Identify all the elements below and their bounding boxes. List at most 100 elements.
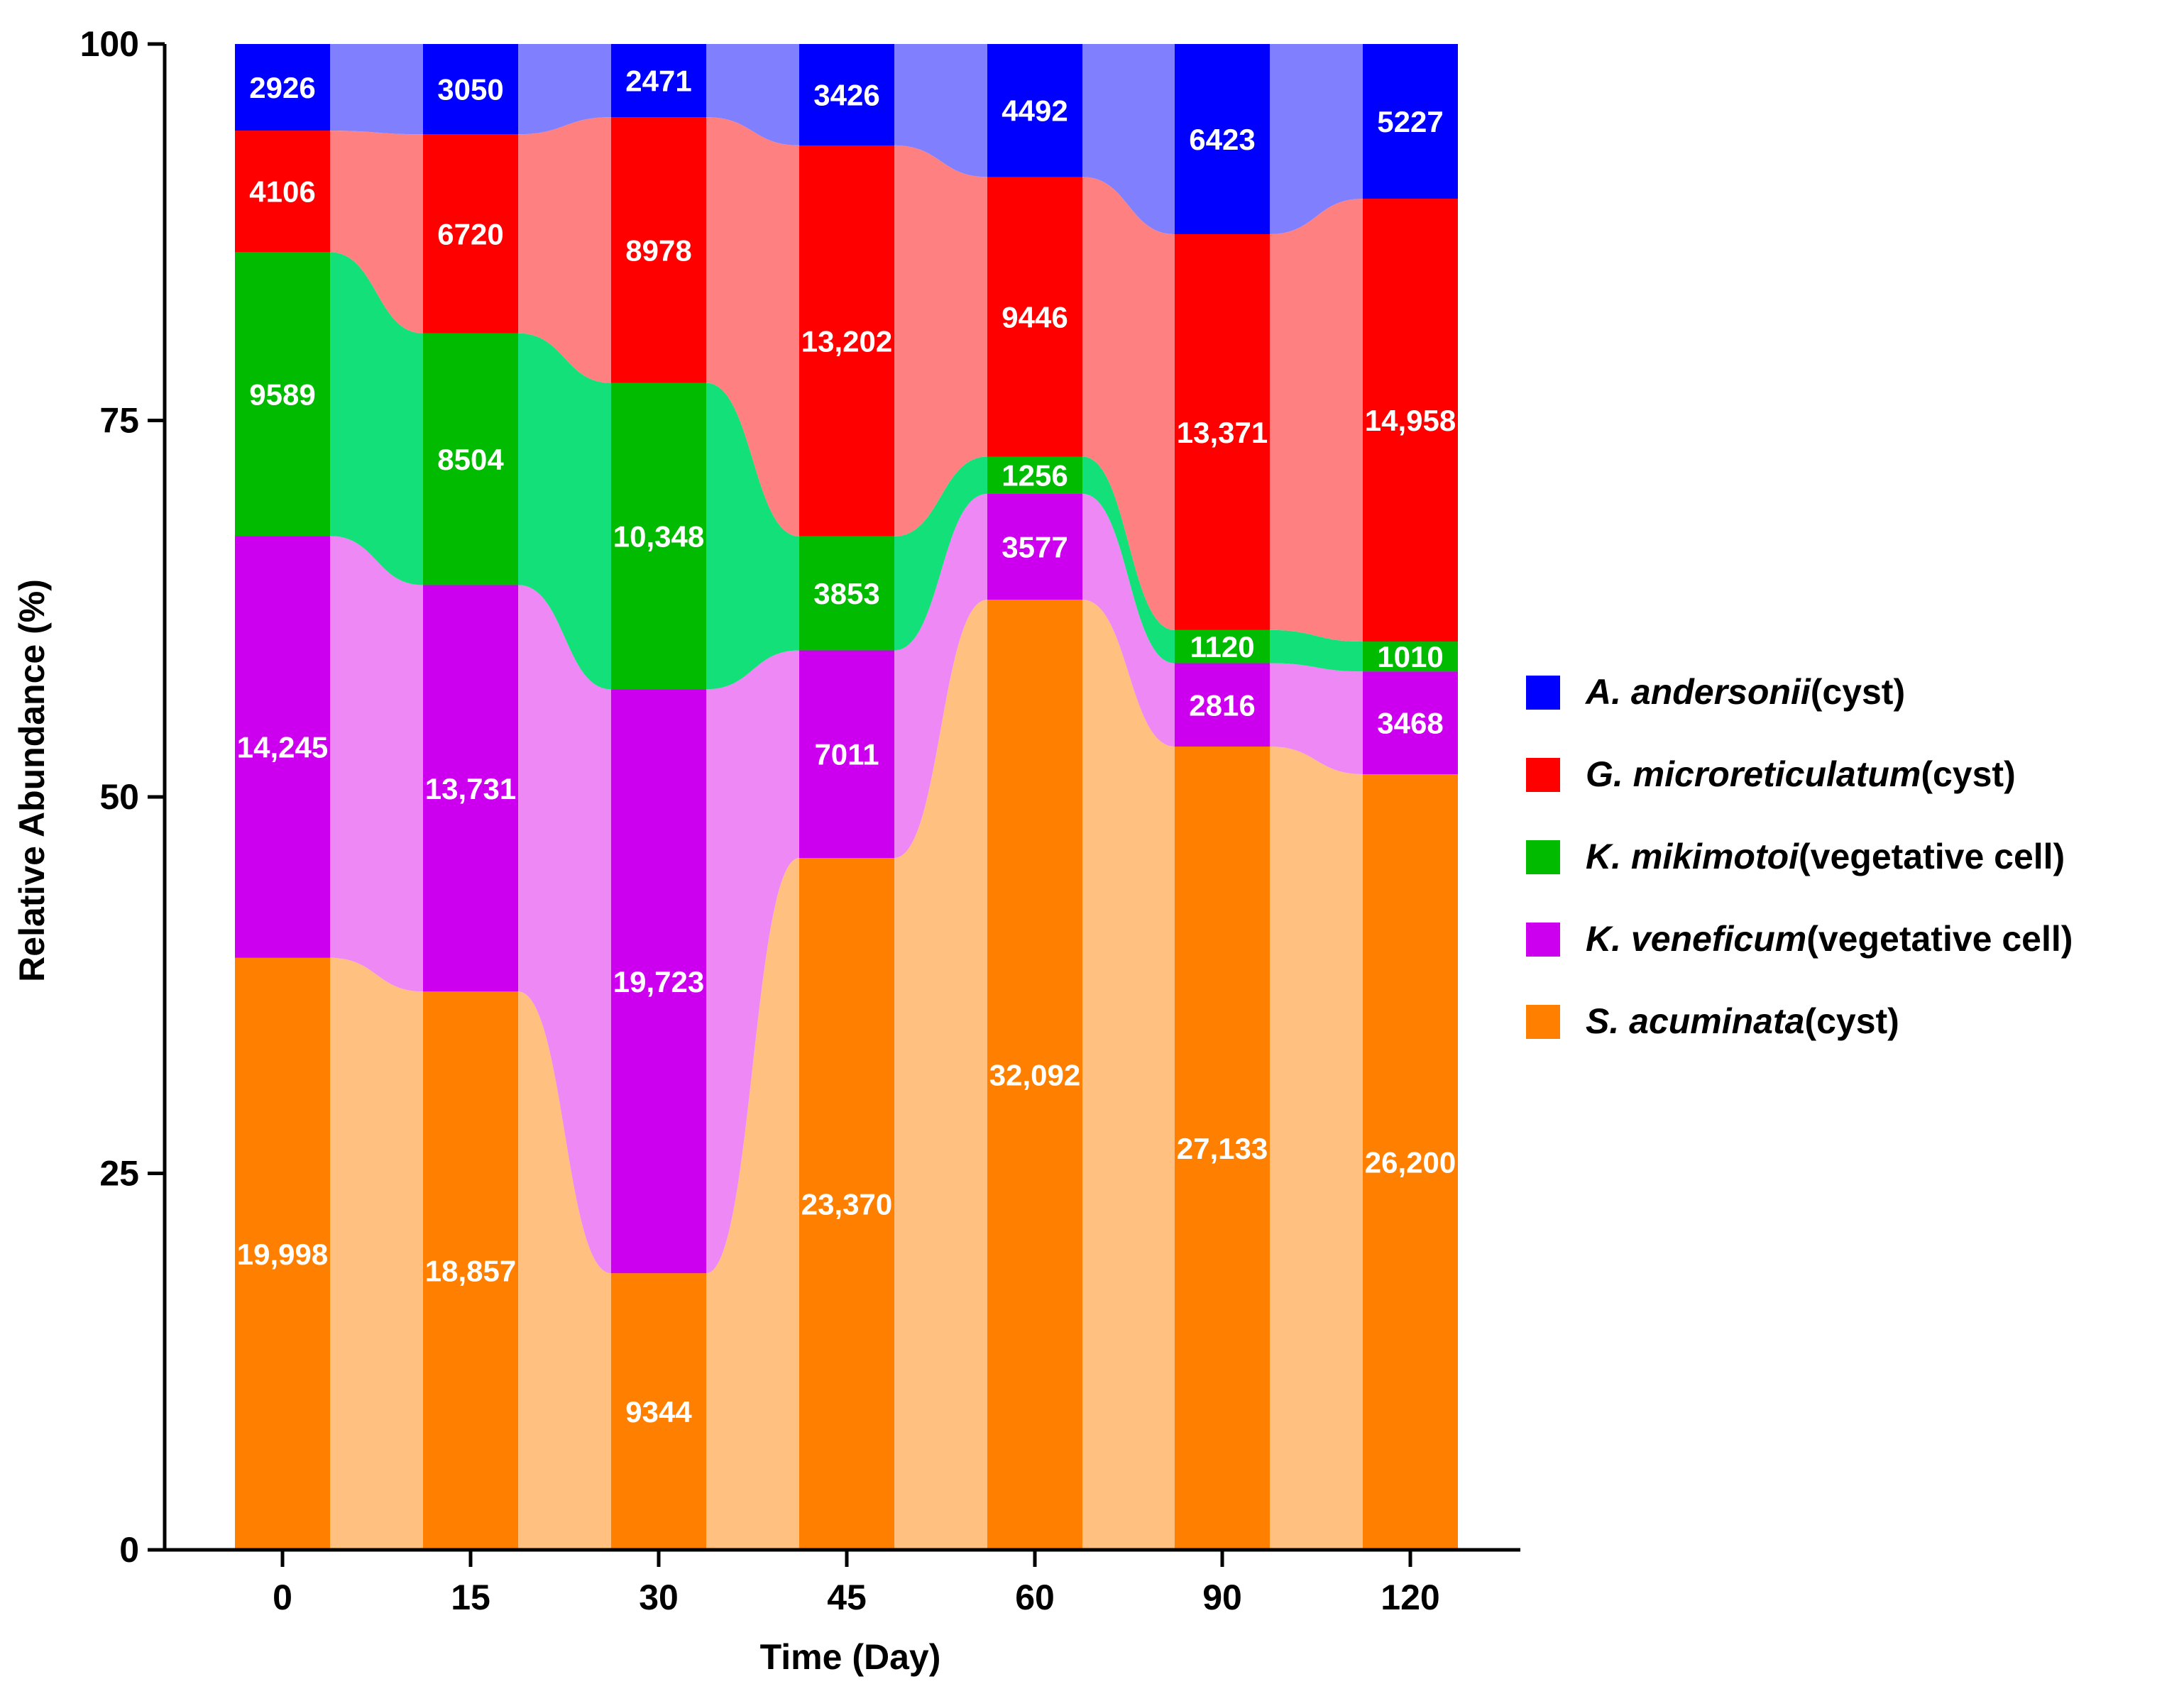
bar-segment: [611, 382, 706, 690]
segment-value-label: 13,371: [1177, 416, 1268, 449]
segment-value-label: 9446: [1002, 300, 1068, 334]
legend-label: K. veneficum(vegetative cell): [1586, 919, 2073, 959]
legend-swatch: [1526, 840, 1560, 874]
segment-value-label: 23,370: [801, 1187, 892, 1221]
segment-value-label: 27,133: [1177, 1132, 1268, 1165]
segment-value-label: 10,348: [613, 519, 704, 553]
flow-bands: [235, 44, 1458, 1550]
segment-value-label: 32,092: [989, 1059, 1080, 1092]
bar-segment: [987, 44, 1082, 177]
legend: A. andersonii(cyst) G. microreticulatum(c…: [1526, 672, 2073, 1041]
segment-value-label: 3050: [437, 73, 503, 106]
band-1: [235, 493, 1458, 1274]
segment-value-label: 8978: [625, 233, 691, 267]
segment-value-label: 14,245: [237, 731, 328, 764]
bar-segment: [423, 333, 518, 585]
bar-segment: [1363, 642, 1458, 672]
bar-segment: [1175, 747, 1270, 1550]
bar-segment: [1363, 199, 1458, 642]
segment-value-label: 7011: [814, 738, 879, 771]
bar-segment: [1363, 774, 1458, 1550]
bar-segment: [235, 536, 330, 958]
bar-segment: [423, 585, 518, 992]
segment-value-label: 1256: [1002, 459, 1068, 492]
bar-segment: [799, 44, 894, 145]
bar-segment: [423, 134, 518, 334]
bar-segment: [799, 650, 894, 858]
x-tick-label: 45: [827, 1578, 867, 1617]
segment-value-label: 9589: [249, 378, 315, 411]
bar-segment: [611, 1273, 706, 1550]
legend-swatch: [1526, 1005, 1560, 1039]
band-2: [235, 252, 1458, 690]
segment-value-label: 1010: [1377, 640, 1443, 673]
legend-label: G. microreticulatum(cyst): [1586, 754, 2016, 794]
bar-segment: [423, 44, 518, 135]
segment-value-labels: 19,998 18,857 9344 23,370 32,092 27,133 26,200…: [237, 65, 1456, 1429]
bar-segment: [987, 600, 1082, 1550]
legend-label: A. andersonii(cyst): [1584, 672, 1905, 712]
segment-value-label: 18,857: [425, 1255, 516, 1288]
x-tick-label: 60: [1015, 1578, 1055, 1617]
segment-value-label: 6423: [1189, 123, 1255, 156]
segment-value-label: 1120: [1190, 630, 1254, 664]
legend-swatch: [1526, 923, 1560, 957]
segment-value-label: 19,998: [237, 1238, 328, 1271]
segment-value-label: 3577: [1002, 531, 1068, 564]
segment-value-label: 6720: [437, 217, 503, 251]
bar-segment: [1175, 44, 1270, 234]
bar-segment: [987, 456, 1082, 494]
y-axis-title: Relative Abundance (%): [12, 579, 52, 982]
y-tick-label: 50: [99, 777, 139, 817]
bar-segment: [987, 493, 1082, 600]
bar-segment: [423, 991, 518, 1550]
segment-value-label: 2816: [1189, 688, 1255, 722]
bar-segment: [235, 252, 330, 536]
x-axis-title: Time (Day): [760, 1637, 941, 1677]
segment-value-label: 2471: [625, 65, 691, 98]
segment-value-label: 8504: [437, 443, 504, 476]
y-tick-label: 25: [99, 1154, 139, 1194]
bar-segment: [235, 957, 330, 1550]
x-tick-label: 30: [639, 1578, 679, 1617]
bar-segment: [1175, 663, 1270, 747]
segment-value-label: 4492: [1002, 94, 1068, 128]
segment-value-label: 4106: [249, 175, 315, 209]
y-tick-label: 0: [119, 1530, 139, 1570]
segment-value-label: 13,731: [425, 772, 516, 805]
y-tick-label: 100: [80, 24, 139, 64]
segment-value-label: 19,723: [613, 965, 704, 998]
bar-segment: [611, 689, 706, 1274]
x-tick-label: 0: [273, 1578, 292, 1617]
segment-value-label: 26,200: [1365, 1145, 1456, 1179]
legend-swatch: [1526, 676, 1560, 710]
bar-segment: [799, 536, 894, 651]
bar-segment: [1175, 233, 1270, 630]
stacked-bars: [235, 44, 1458, 1550]
x-tick-label: 15: [451, 1578, 490, 1617]
segment-value-label: 3468: [1377, 707, 1443, 740]
bar-segment: [611, 117, 706, 383]
bar-segment: [799, 145, 894, 536]
axes: 0 25 50 75 100 0 15 30 45 60 90 120: [80, 24, 1520, 1617]
x-tick-label: 90: [1202, 1578, 1242, 1617]
segment-value-label: 14,958: [1365, 404, 1456, 437]
bar-segment: [799, 857, 894, 1550]
legend-label: K. mikimotoi(vegetative cell): [1586, 837, 2065, 876]
segment-value-label: 3853: [813, 577, 879, 610]
bar-segment: [1175, 629, 1270, 664]
segment-value-label: 2926: [249, 71, 315, 104]
legend-label: S. acuminata(cyst): [1586, 1001, 1899, 1041]
segment-value-label: 5227: [1377, 105, 1443, 138]
segment-value-label: 13,202: [801, 324, 892, 358]
segment-value-label: 3426: [813, 78, 879, 111]
y-tick-label: 75: [99, 401, 139, 441]
x-tick-label: 120: [1381, 1578, 1439, 1617]
legend-swatch: [1526, 758, 1560, 792]
segment-value-label: 9344: [625, 1395, 692, 1428]
bar-segment: [235, 44, 330, 131]
bar-segment: [987, 177, 1082, 457]
bar-segment: [1363, 671, 1458, 774]
bar-segment: [611, 44, 706, 118]
